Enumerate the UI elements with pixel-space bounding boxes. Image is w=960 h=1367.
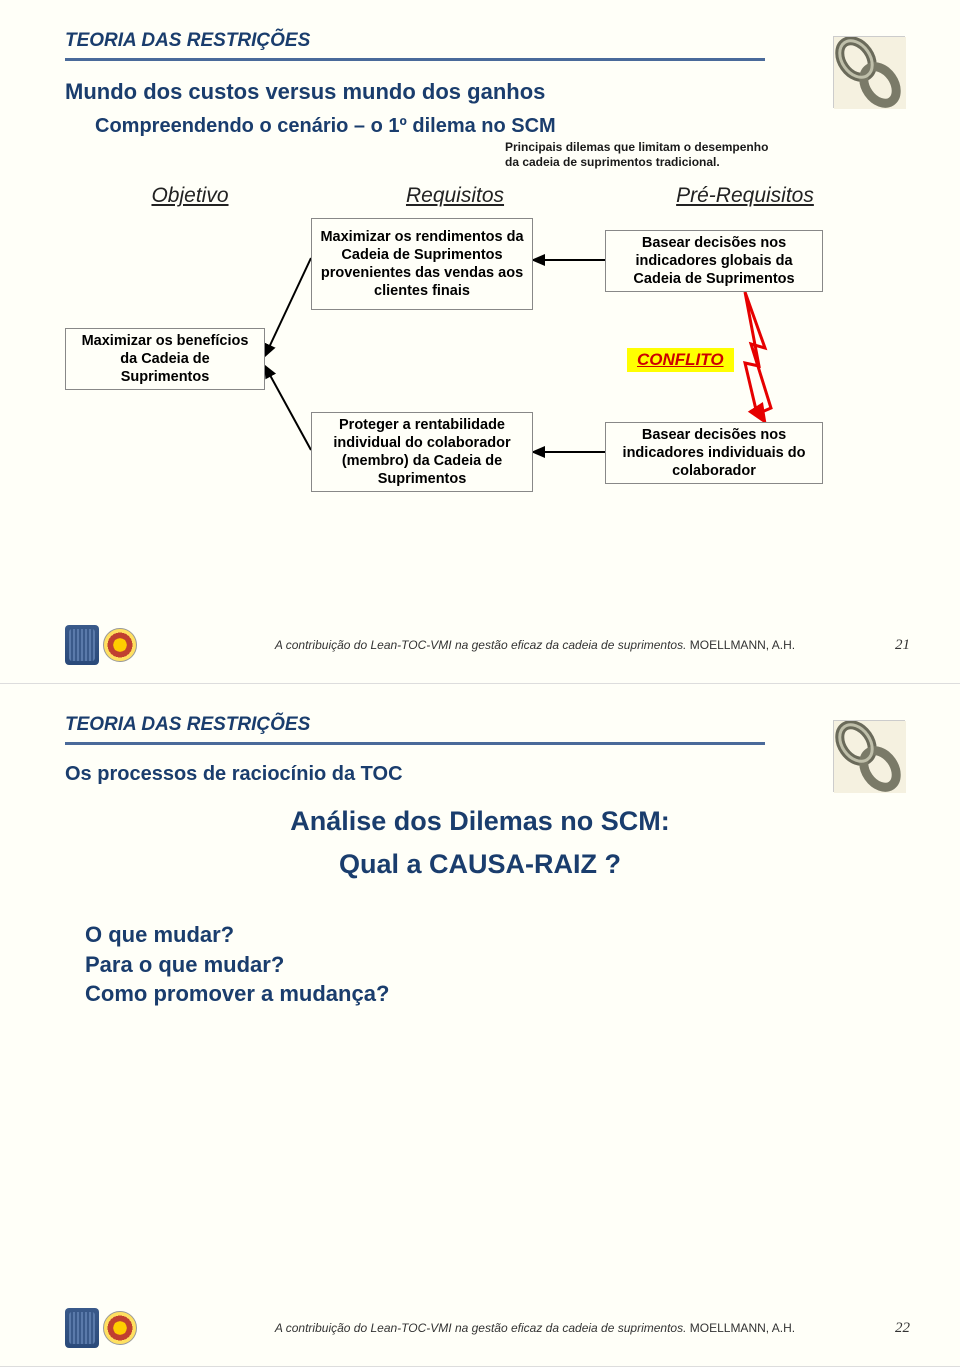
title: Mundo dos custos versus mundo dos ganhos: [65, 79, 895, 105]
page-number: 22: [870, 1320, 910, 1337]
big-title-1: Análise dos Dilemas no SCM:: [65, 806, 895, 837]
question-3: Como promover a mudança?: [85, 979, 895, 1009]
crest-icon: [65, 1308, 99, 1348]
box-requisito-bottom: Proteger a rentabilidade individual do c…: [311, 412, 533, 492]
col-objetivo: Objetivo: [65, 184, 315, 208]
box-requisito-top: Maximizar os rendimentos da Cadeia de Su…: [311, 218, 533, 310]
diagram: Maximizar os benefícios da Cadeia de Sup…: [65, 218, 895, 518]
slide-21: TEORIA DAS RESTRIÇÕES Mundo dos custos v…: [0, 0, 960, 684]
subtitle: Compreendendo o cenário – o 1º dilema no…: [95, 115, 895, 138]
box-objetivo: Maximizar os benefícios da Cadeia de Sup…: [65, 328, 265, 390]
title: Os processos de raciocínio da TOC: [65, 763, 895, 786]
slide-header: TEORIA DAS RESTRIÇÕES: [65, 714, 895, 736]
footer: A contribuição do Lean-TOC-VMI na gestão…: [65, 625, 910, 665]
footer-citation: A contribuição do Lean-TOC-VMI na gestão…: [160, 1321, 870, 1335]
footer-citation: A contribuição do Lean-TOC-VMI na gestão…: [160, 638, 870, 652]
footer-citation-text: A contribuição do Lean-TOC-VMI na gestão…: [275, 1321, 687, 1335]
big-title-2: Qual a CAUSA-RAIZ ?: [65, 849, 895, 880]
conflict-label: CONFLITO: [627, 348, 734, 372]
header-rule: [65, 58, 765, 61]
page-number: 21: [870, 637, 910, 654]
footer-logos: [65, 625, 160, 665]
note-line-2: da cadeia de suprimentos tradicional.: [505, 155, 720, 169]
question-2: Para o que mudar?: [85, 950, 895, 980]
crest-icon: [65, 625, 99, 665]
box-pre-requisito-top: Basear decisões nos indicadores globais …: [605, 230, 823, 292]
header-rule: [65, 742, 765, 745]
note: Principais dilemas que limitam o desempe…: [505, 140, 895, 170]
col-pre-requisitos: Pré-Requisitos: [595, 184, 895, 208]
chain-icon: [833, 36, 905, 108]
footer-logos: [65, 1308, 160, 1348]
questions: O que mudar? Para o que mudar? Como prom…: [85, 920, 895, 1009]
slide-header: TEORIA DAS RESTRIÇÕES: [65, 30, 895, 52]
note-line-1: Principais dilemas que limitam o desempe…: [505, 140, 768, 154]
column-headers: Objetivo Requisitos Pré-Requisitos: [65, 184, 895, 208]
footer-citation-text: A contribuição do Lean-TOC-VMI na gestão…: [275, 638, 687, 652]
chain-icon: [833, 720, 905, 792]
footer-author: MOELLMANN, A.H.: [686, 638, 795, 652]
footer: A contribuição do Lean-TOC-VMI na gestão…: [65, 1308, 910, 1348]
seal-icon: [103, 628, 137, 662]
slide-22: TEORIA DAS RESTRIÇÕES Os processos de ra…: [0, 684, 960, 1367]
footer-author: MOELLMANN, A.H.: [686, 1321, 795, 1335]
box-pre-requisito-bottom: Basear decisões nos indicadores individu…: [605, 422, 823, 484]
seal-icon: [103, 1311, 137, 1345]
col-requisitos: Requisitos: [315, 184, 595, 208]
question-1: O que mudar?: [85, 920, 895, 950]
